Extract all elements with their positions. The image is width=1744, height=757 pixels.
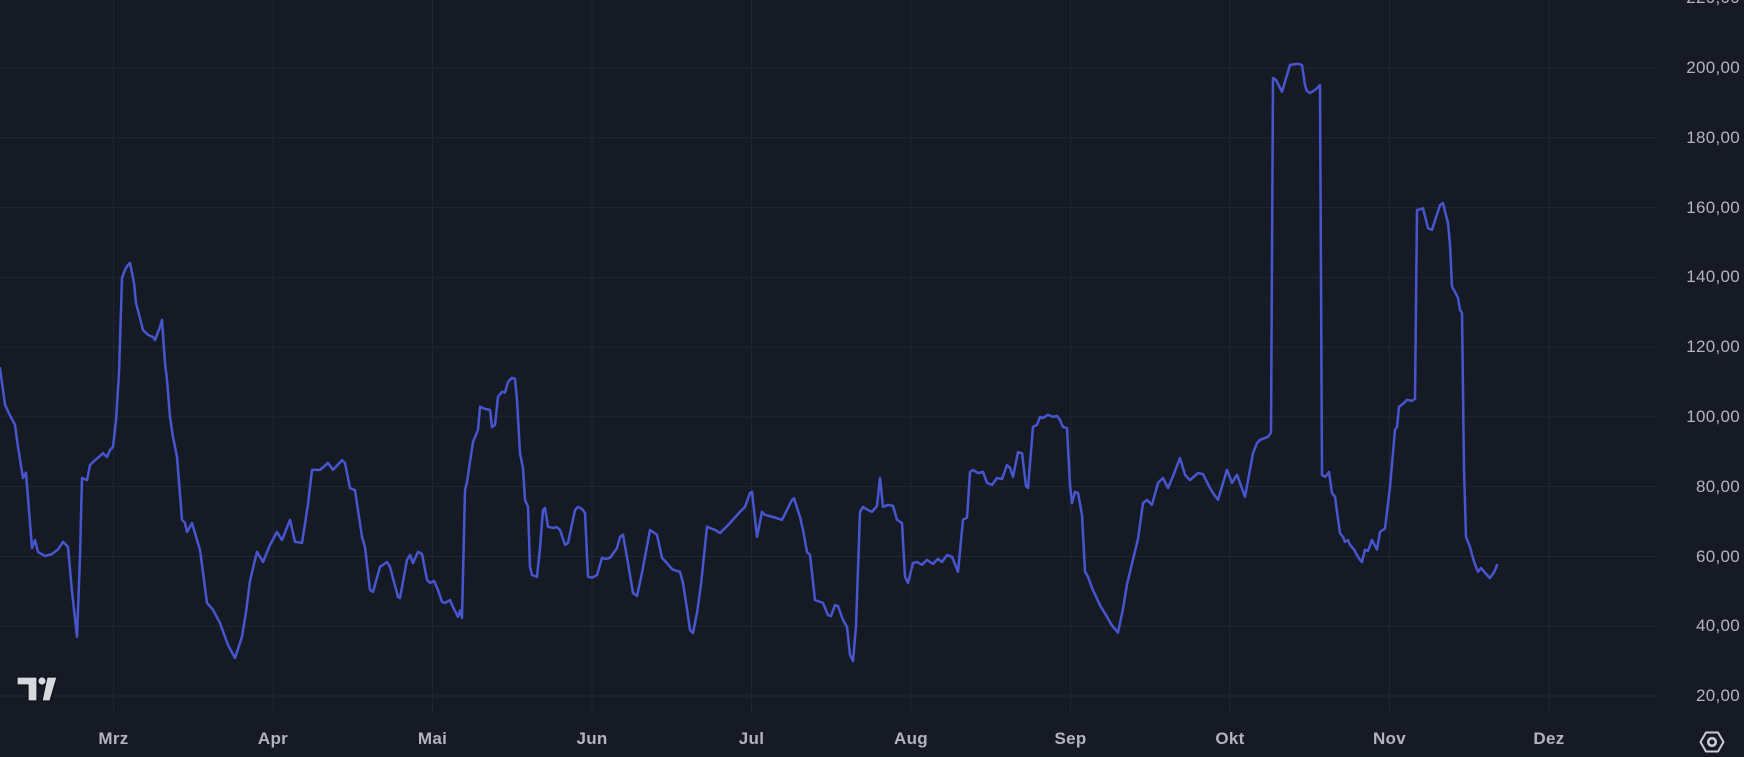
month-tick-label: Nov bbox=[1372, 729, 1407, 748]
month-tick-label: Sep bbox=[1054, 729, 1087, 748]
price-line-series bbox=[0, 62, 1499, 663]
price-tick-label: 220,00 bbox=[1686, 0, 1740, 9]
hexagon-dot-icon[interactable] bbox=[1698, 730, 1726, 754]
price-tick-label: 120,00 bbox=[1686, 337, 1740, 357]
price-tick-label: 20,00 bbox=[1695, 686, 1740, 705]
tradingview-logo-icon[interactable] bbox=[16, 671, 58, 705]
price-tick-label: 100,00 bbox=[1686, 406, 1740, 426]
price-tick-label: 40,00 bbox=[1695, 616, 1740, 636]
month-tick-label: Jun bbox=[576, 729, 608, 748]
price-tick-label: 180,00 bbox=[1686, 127, 1740, 147]
price-tick-label: 140,00 bbox=[1686, 267, 1740, 287]
month-tick-label: Jul bbox=[738, 729, 765, 748]
month-tick-label: Apr bbox=[257, 729, 289, 748]
month-tick-label: Mrz bbox=[98, 729, 129, 748]
price-tick-label: 80,00 bbox=[1695, 476, 1740, 496]
month-tick-label: Mai bbox=[417, 729, 448, 748]
month-tick-label: Dez bbox=[1533, 729, 1565, 748]
month-tick-label: Okt bbox=[1215, 729, 1245, 748]
price-tick-label: 200,00 bbox=[1686, 58, 1740, 77]
month-tick-label: Aug bbox=[894, 729, 928, 748]
price-tick-label: 60,00 bbox=[1695, 546, 1740, 566]
price-tick-label: 160,00 bbox=[1686, 197, 1740, 217]
